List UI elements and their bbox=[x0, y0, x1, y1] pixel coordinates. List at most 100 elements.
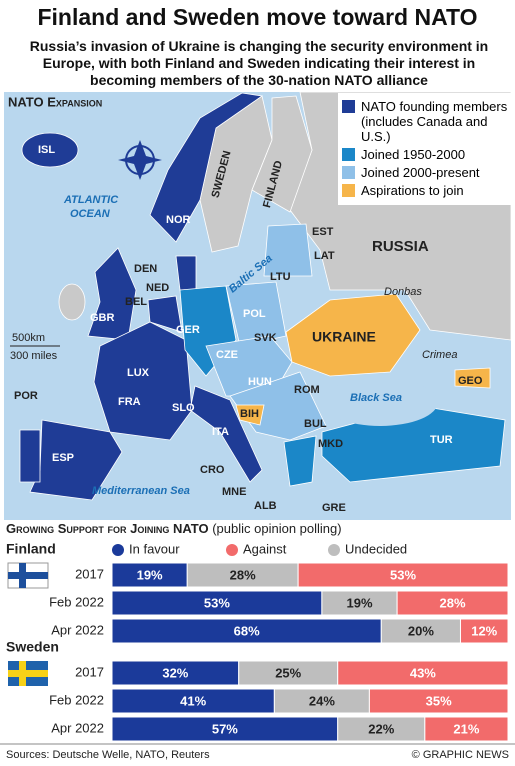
flag-sweden bbox=[8, 661, 48, 686]
country-label: GBR bbox=[90, 312, 115, 324]
value-label: 53% bbox=[204, 595, 230, 610]
row-label: 2017 bbox=[75, 566, 104, 581]
value-label: 41% bbox=[180, 693, 206, 708]
country-label: MKD bbox=[318, 438, 343, 450]
row-label: Apr 2022 bbox=[51, 622, 104, 637]
country-label: DEN bbox=[134, 263, 157, 275]
greece-shape bbox=[283, 435, 317, 487]
country-label: EST bbox=[312, 226, 334, 238]
subtitle: Russia’s invasion of Ukraine is changing… bbox=[29, 38, 489, 88]
nato-ring bbox=[125, 145, 155, 175]
country-label: GRE bbox=[322, 502, 346, 514]
poland-shape bbox=[225, 281, 287, 347]
country-label: ROM bbox=[294, 384, 320, 396]
chart-title: Growing Support for Joining NATO (public… bbox=[6, 521, 342, 536]
source: Sources: Deutsche Welle, NATO, Reuters bbox=[6, 749, 210, 761]
denmark-shape bbox=[175, 255, 197, 291]
legend-swatch bbox=[342, 184, 355, 197]
bar-segment bbox=[111, 660, 240, 686]
value-label: 53% bbox=[390, 567, 416, 582]
country-label: LTU bbox=[270, 271, 291, 283]
map-legend: NATO founding members (includes Canada a… bbox=[338, 93, 512, 205]
bar-segment bbox=[337, 660, 509, 686]
legend-label: Aspirations to join bbox=[361, 183, 464, 198]
value-label: 20% bbox=[408, 623, 434, 638]
country-label: ESP bbox=[52, 452, 74, 464]
value-label: 25% bbox=[275, 665, 301, 680]
bar-segment bbox=[424, 716, 509, 742]
row-label: 2017 bbox=[75, 664, 104, 679]
bar-segment bbox=[297, 562, 509, 588]
value-label: 28% bbox=[230, 567, 256, 582]
country-label: TUR bbox=[430, 434, 453, 446]
legend-label: Joined 1950-2000 bbox=[361, 147, 466, 162]
value-label: 57% bbox=[212, 721, 238, 736]
country-label: ALB bbox=[254, 500, 277, 512]
land bbox=[19, 91, 512, 501]
bar-segment bbox=[459, 618, 509, 644]
legend-item: NATO founding members (includes Canada a… bbox=[342, 99, 508, 144]
bih-shape bbox=[235, 404, 265, 426]
chart-title-text: Growing Support for Joining NATO bbox=[6, 521, 209, 536]
country-label: RUSSIA bbox=[372, 238, 429, 255]
bar-segment bbox=[380, 618, 461, 644]
value-label: 19% bbox=[346, 595, 372, 610]
row-label: Feb 2022 bbox=[49, 692, 104, 707]
country-label: LAT bbox=[314, 250, 335, 262]
legend-item: Aspirations to join bbox=[342, 183, 508, 198]
legend-item: Joined 1950-2000 bbox=[342, 147, 508, 162]
legend-label: Joined 2000-present bbox=[361, 165, 480, 180]
legend-item: Joined 2000-present bbox=[342, 165, 508, 180]
country-label: HUN bbox=[248, 376, 272, 388]
country-label: GER bbox=[176, 324, 200, 336]
country-label: POR bbox=[14, 390, 38, 402]
value-label: 32% bbox=[162, 665, 188, 680]
title: Finland and Sweden move toward NATO bbox=[37, 4, 478, 30]
legend-label: In favour bbox=[129, 541, 180, 556]
country-label: MNE bbox=[222, 486, 246, 498]
group-label: Finland bbox=[6, 541, 56, 557]
norway-shape bbox=[149, 92, 264, 243]
nato-star bbox=[118, 140, 162, 180]
country-label: GEO bbox=[458, 375, 483, 387]
black-sea-shape bbox=[322, 378, 438, 426]
scale-label: 500km bbox=[12, 332, 45, 344]
chart-subtitle: (public opinion polling) bbox=[212, 521, 341, 536]
country-label: NOR bbox=[166, 214, 191, 226]
bar-segment bbox=[396, 590, 509, 616]
country-label: UKRAINE bbox=[312, 329, 376, 345]
legend-swatch bbox=[342, 148, 355, 161]
country-label: Crimea bbox=[422, 349, 457, 361]
bar-segment bbox=[321, 590, 398, 616]
value-label: 22% bbox=[368, 721, 394, 736]
country-label: BEL bbox=[125, 296, 147, 308]
bar-segment bbox=[111, 590, 323, 616]
scale-label: 300 miles bbox=[10, 350, 58, 362]
bar-segment bbox=[111, 688, 275, 714]
legend-label: Undecided bbox=[345, 541, 407, 556]
benelux-shape bbox=[147, 295, 183, 333]
legend-marker bbox=[112, 544, 124, 556]
country-label: NED bbox=[146, 282, 169, 294]
country-label: ISL bbox=[38, 144, 55, 156]
legend-marker bbox=[328, 544, 340, 556]
country-label: ITA bbox=[212, 426, 229, 438]
baltics-shape bbox=[263, 223, 313, 277]
value-label: 35% bbox=[426, 693, 452, 708]
france-shape bbox=[93, 321, 193, 441]
iceland-shape bbox=[21, 132, 79, 168]
finland-shape bbox=[251, 95, 313, 213]
map-title: NATO Expansion bbox=[8, 94, 102, 109]
country-label: BIH bbox=[240, 408, 259, 420]
ukraine-shape bbox=[285, 293, 421, 377]
legend-swatch bbox=[342, 100, 355, 113]
flag-finland bbox=[7, 562, 49, 589]
bar-segment bbox=[337, 716, 426, 742]
row-label: Feb 2022 bbox=[49, 594, 104, 609]
country-label: SVK bbox=[254, 332, 277, 344]
value-label: 68% bbox=[234, 623, 260, 638]
credit: © GRAPHIC NEWS bbox=[412, 749, 509, 761]
legend-label: Against bbox=[243, 541, 287, 556]
country-label: SLO bbox=[172, 402, 195, 414]
